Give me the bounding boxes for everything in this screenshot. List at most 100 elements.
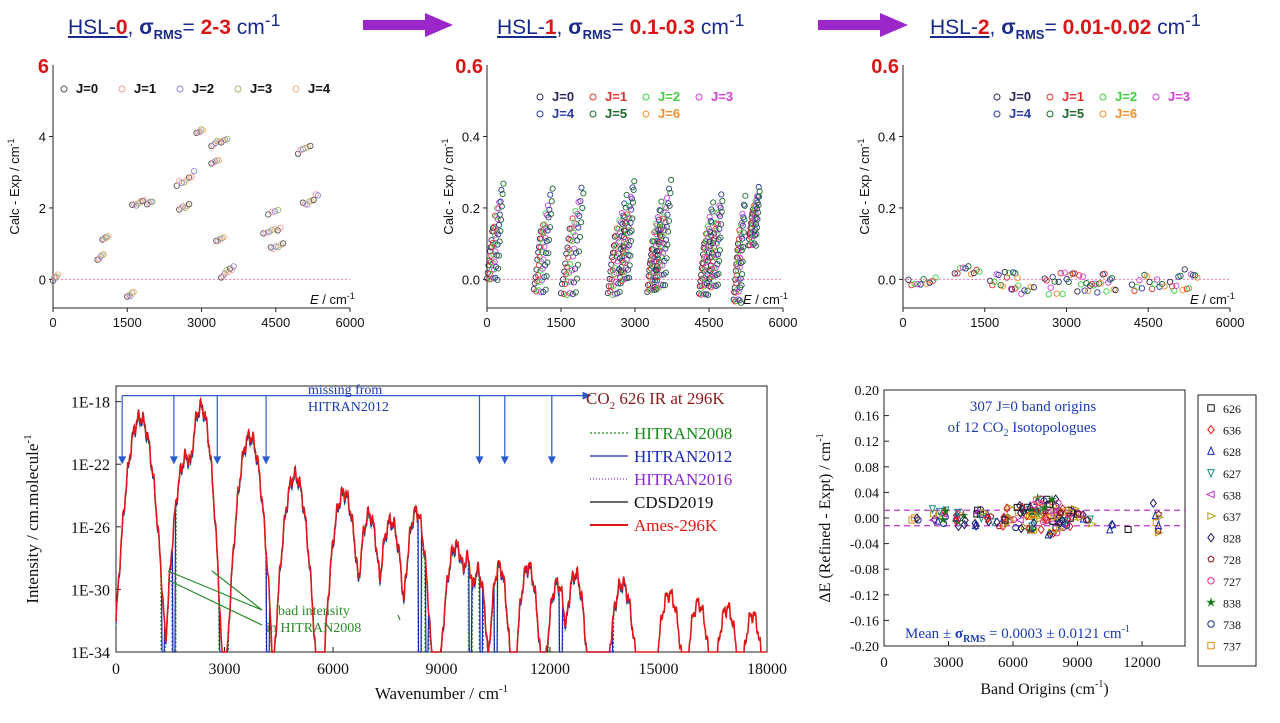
data-point [608, 261, 615, 268]
data-point [1015, 282, 1022, 289]
legend-label: J=2 [658, 89, 680, 104]
data-point [714, 281, 721, 288]
legend-label: J=4 [308, 81, 331, 96]
y-tick-label: -0.12 [850, 589, 879, 604]
data-point [666, 202, 673, 209]
data-point [702, 257, 709, 264]
data-point [717, 234, 724, 241]
data-point [934, 515, 942, 525]
data-point [984, 513, 992, 524]
data-point [736, 276, 743, 284]
data-point [665, 217, 672, 224]
data-point [627, 252, 634, 259]
data-point [705, 225, 713, 232]
chart-hsl1: 0 1500 3000 4500 6000 0.0 0.2 0.4 0.6 Calc - Exp … [440, 56, 797, 328]
data-point [954, 270, 961, 277]
data-point [579, 204, 586, 212]
data-point [954, 508, 962, 518]
data-point [1051, 278, 1058, 285]
x-tick-label: 9000 [426, 661, 458, 678]
bad-intensity-pointer [167, 579, 263, 626]
data-point [659, 233, 666, 240]
data-point [1154, 529, 1164, 537]
data-point [951, 270, 958, 277]
data-point [623, 241, 630, 248]
data-point [626, 262, 633, 269]
legend-label: J=0 [76, 81, 98, 96]
arrow-head [262, 456, 271, 465]
legend-marker [176, 85, 184, 93]
data-point [734, 255, 741, 262]
data-point [1124, 526, 1132, 534]
data-point [277, 224, 284, 231]
data-point [1061, 269, 1068, 276]
x-tick-label: 6000 [1216, 315, 1245, 328]
arrow-head [475, 456, 484, 465]
data-point [568, 267, 576, 274]
legend-label: J=0 [552, 89, 574, 104]
data-point [1155, 510, 1163, 518]
data-point [225, 269, 232, 276]
data-point [971, 520, 980, 530]
spectrum-title: CO2 626 IR at 296K [586, 389, 725, 412]
data-point [663, 255, 670, 262]
data-point [740, 244, 747, 251]
data-point [1030, 518, 1038, 528]
data-point [1003, 503, 1011, 514]
data-point [1154, 520, 1163, 530]
legend-label: 728 [1223, 553, 1241, 567]
x-tick-label: 3000 [934, 655, 964, 671]
data-point [569, 291, 576, 298]
legend-label: HITRAN2008 [634, 424, 732, 443]
data-point [1046, 529, 1054, 540]
data-point [1143, 273, 1151, 280]
x-tick-label: 3000 [187, 315, 216, 328]
data-point [539, 248, 546, 256]
data-point [754, 216, 761, 223]
data-point [754, 209, 762, 216]
y-tick-label: 0.00 [855, 512, 880, 527]
data-point [1065, 506, 1074, 514]
data-point [652, 228, 659, 235]
data-point [1039, 502, 1050, 512]
data-point [623, 230, 631, 237]
data-point [752, 242, 759, 249]
arrow-head [547, 456, 556, 465]
arrow-right-icon [818, 13, 908, 37]
data-point [1014, 274, 1021, 282]
data-point [666, 185, 673, 192]
y-axis-label: ΔE (Refined - Expt) / cm-1 [815, 433, 834, 602]
data-point [534, 272, 542, 279]
data-point [1108, 274, 1116, 282]
y-tick-label: 0.4 [878, 129, 896, 144]
data-point [715, 236, 722, 243]
data-point [629, 199, 637, 206]
data-point [575, 224, 582, 231]
y-tick-label: 0.2 [462, 201, 480, 216]
data-point [1001, 269, 1009, 276]
data-point [619, 220, 626, 227]
legend-label: J=5 [1062, 106, 1084, 121]
data-point [1207, 641, 1215, 650]
data-point [1154, 527, 1162, 534]
data-point [662, 269, 669, 276]
data-point [178, 204, 185, 212]
data-point [971, 518, 979, 529]
data-point [310, 196, 317, 204]
x-axis-label: Wavenumber / cm-1 [375, 683, 508, 703]
y-tick-label: 0.16 [855, 410, 880, 425]
data-point [967, 270, 975, 278]
legend-marker [1099, 93, 1107, 101]
data-point [656, 207, 663, 214]
data-point [653, 277, 660, 284]
data-point [147, 198, 154, 205]
data-point [652, 251, 659, 258]
data-point [573, 249, 580, 256]
y-tick-label: -0.08 [850, 563, 879, 578]
data-point [488, 266, 495, 273]
x-tick-label: 0 [899, 315, 906, 328]
data-point [574, 237, 581, 244]
data-point [737, 243, 744, 250]
data-point [575, 248, 583, 255]
legend-marker [642, 110, 650, 118]
